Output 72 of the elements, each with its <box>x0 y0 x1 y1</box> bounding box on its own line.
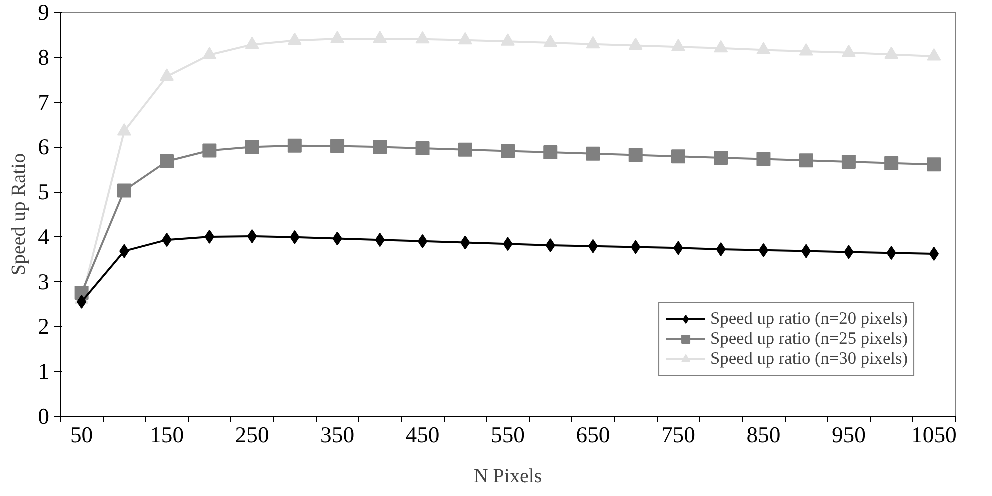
point <box>671 39 686 52</box>
point <box>927 48 942 61</box>
point <box>586 146 600 161</box>
point <box>416 31 430 44</box>
x-tick-label: 150 <box>150 422 184 448</box>
point <box>160 154 174 169</box>
point <box>884 156 899 170</box>
legend-label: Speed up ratio (n=20 pixels) <box>710 309 908 329</box>
point <box>373 140 388 154</box>
point <box>330 30 345 44</box>
point <box>373 30 388 44</box>
point <box>756 42 771 54</box>
point <box>288 32 302 46</box>
y-tick-label: 3 <box>38 269 50 294</box>
x-tick-label: 250 <box>235 422 270 448</box>
y-tick-label: 8 <box>38 44 50 70</box>
x-tick-label: 350 <box>320 422 355 448</box>
point <box>245 36 260 50</box>
x-tick-label: 950 <box>832 422 866 448</box>
x-tick-label: 1050 <box>912 422 957 448</box>
point <box>544 146 558 160</box>
point <box>418 234 428 248</box>
point <box>756 152 771 166</box>
point <box>458 142 472 157</box>
point <box>842 154 856 169</box>
point <box>929 247 940 261</box>
point <box>76 295 87 310</box>
x-tick-label: 850 <box>746 422 781 448</box>
y-tick-label: 5 <box>38 180 50 205</box>
point <box>628 38 643 50</box>
y-tick-label: 9 <box>38 0 50 25</box>
point <box>714 40 728 53</box>
point <box>202 47 217 60</box>
y-tick-label: 0 <box>38 404 50 429</box>
y-tick-label: 2 <box>38 314 50 340</box>
point <box>117 123 132 136</box>
x-tick-label: 750 <box>661 422 696 448</box>
point <box>842 44 856 58</box>
point <box>758 243 769 258</box>
y-tick-label: 6 <box>38 134 50 160</box>
point <box>117 184 132 198</box>
x-tick-label: 50 <box>70 422 94 448</box>
point <box>544 35 558 48</box>
legend-label: Speed up ratio (n=25 pixels) <box>710 329 908 349</box>
legend-label: Speed up ratio (n=30 pixels) <box>710 349 908 369</box>
point <box>799 44 814 56</box>
point <box>330 139 345 154</box>
y-tick-label: 7 <box>38 90 50 115</box>
point <box>245 140 260 154</box>
point <box>416 142 430 156</box>
point <box>586 36 600 49</box>
point <box>927 158 942 172</box>
point <box>247 229 258 244</box>
point <box>202 144 217 158</box>
point <box>160 68 174 81</box>
point <box>714 150 728 165</box>
point <box>799 154 814 168</box>
y-tick-label: 4 <box>38 224 50 250</box>
x-tick-label: 550 <box>491 422 525 448</box>
point <box>288 138 302 153</box>
x-tick-label: 450 <box>406 422 440 448</box>
y-axis-title: Speed up Ratio <box>8 153 30 276</box>
point <box>628 148 643 162</box>
point <box>588 239 598 254</box>
point <box>671 150 686 164</box>
y-tick-label: 1 <box>38 359 50 384</box>
x-tick-label: 650 <box>576 422 610 448</box>
point <box>458 32 472 45</box>
point <box>884 46 899 59</box>
x-axis-title: N Pixels <box>474 466 542 488</box>
point <box>501 144 515 158</box>
point <box>501 34 515 46</box>
